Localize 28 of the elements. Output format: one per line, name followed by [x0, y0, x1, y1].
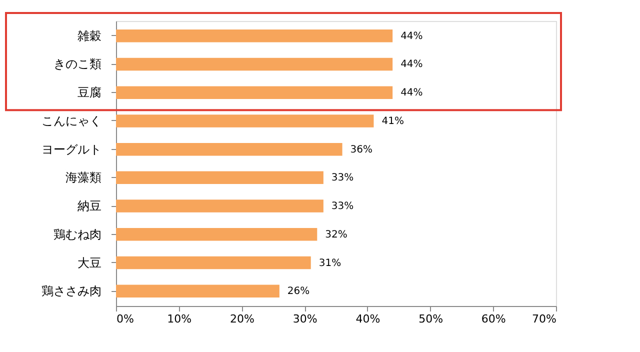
data-label: 36% [350, 144, 373, 156]
data-label: 26% [287, 286, 310, 298]
data-label: 44% [400, 30, 423, 42]
data-label: 44% [400, 59, 423, 70]
y-tick-label: きのこ類 [54, 57, 102, 72]
y-tick-label: 鶏むね肉 [54, 227, 102, 242]
data-label: 31% [318, 258, 342, 269]
x-tick-label: 10% [167, 312, 192, 326]
x-tick-label: 60% [481, 312, 506, 326]
y-tick-label: こんにゃく [42, 114, 102, 128]
x-tick-label: 0% [116, 312, 134, 326]
data-label: 32% [325, 229, 348, 240]
data-label: 33% [331, 172, 354, 184]
y-tick-label: ヨーグルト [42, 142, 102, 156]
y-tick-label: 豆腐 [78, 86, 102, 100]
x-tick-label: 40% [356, 312, 380, 326]
y-tick-label: 鶏ささみ肉 [42, 284, 102, 298]
y-tick-label: 納豆 [78, 199, 102, 214]
y-tick-label: 雑穀 [78, 28, 102, 43]
x-tick-label: 20% [230, 312, 254, 326]
data-label: 41% [382, 116, 404, 127]
x-tick-label: 50% [418, 312, 444, 326]
y-tick-label: 大豆 [78, 256, 102, 270]
x-tick-label: 30% [292, 312, 318, 326]
data-label: 44% [400, 88, 423, 99]
data-label: 33% [331, 201, 354, 212]
x-tick-label: 70% [532, 312, 556, 326]
y-tick-label: 海藻類 [66, 170, 102, 185]
